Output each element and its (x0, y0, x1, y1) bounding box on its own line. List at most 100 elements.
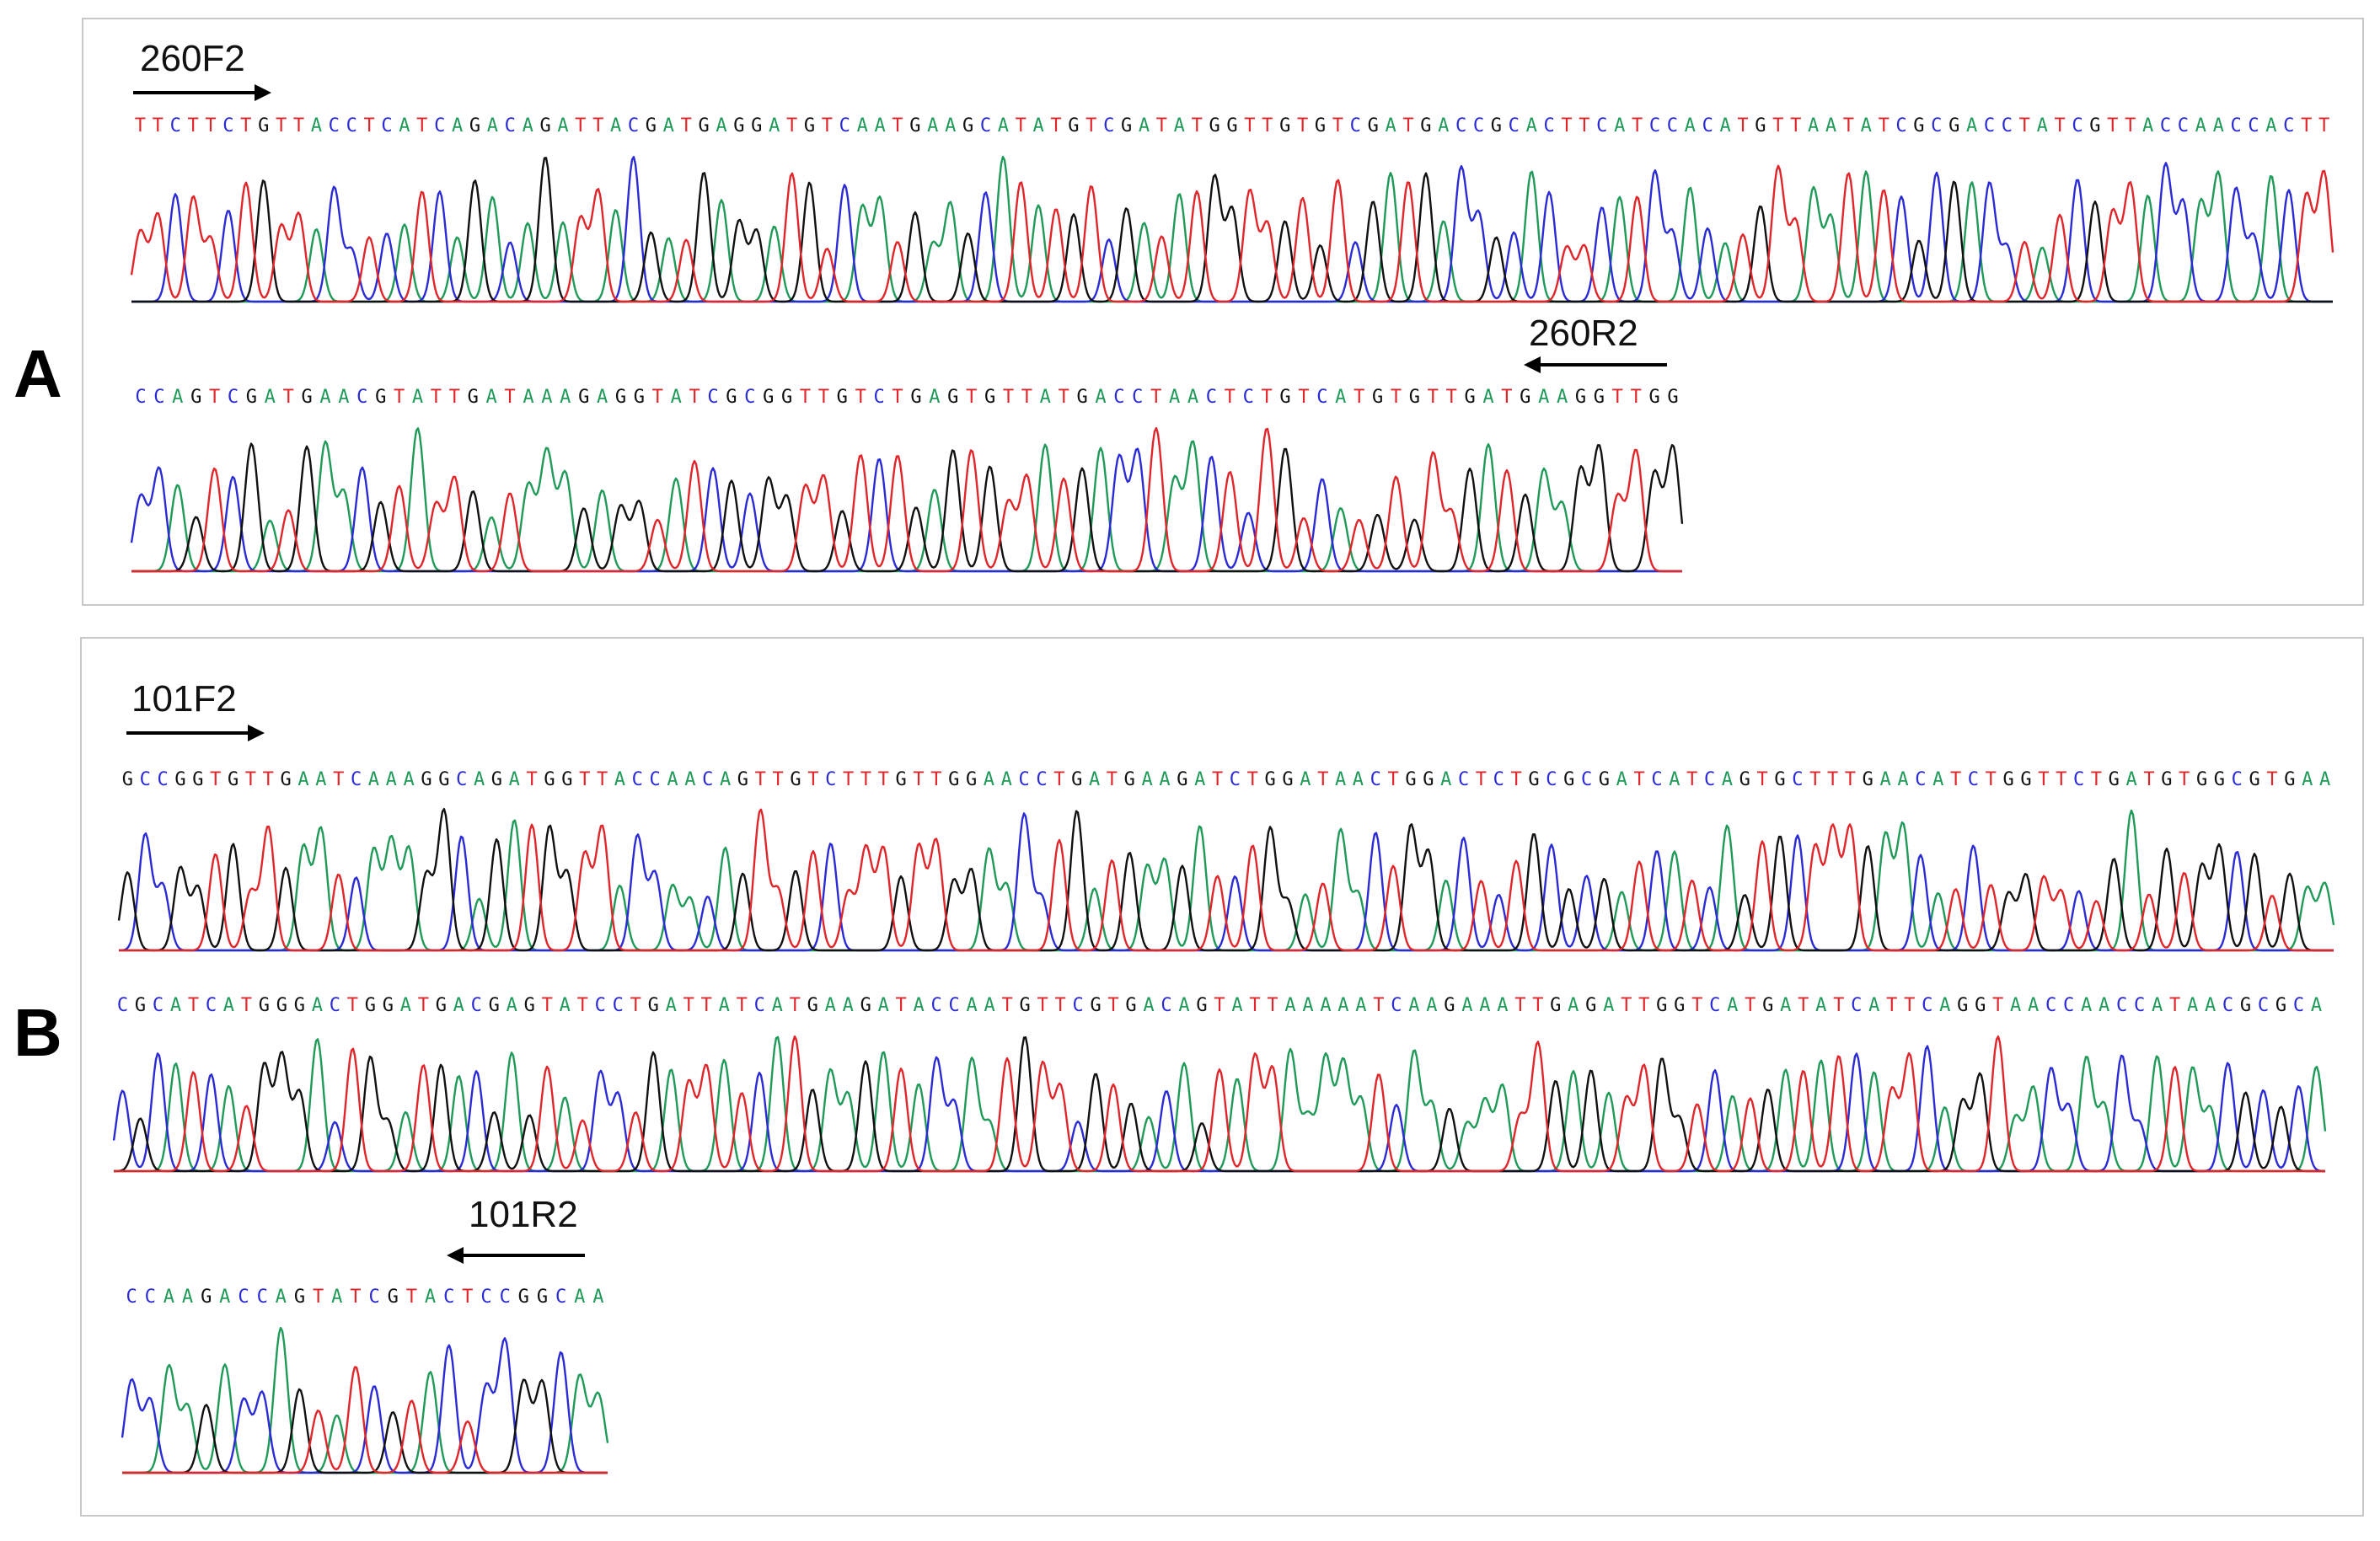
base-call: T (350, 1287, 361, 1308)
base-call: T (930, 769, 941, 790)
base-call: G (1648, 387, 1659, 408)
base-call: A (1727, 995, 1738, 1016)
base-call: A (1231, 995, 1242, 1016)
base-call: A (1722, 769, 1733, 790)
reverse-arrow-icon (447, 1247, 585, 1264)
base-call: C (2178, 115, 2189, 136)
base-call: T (1353, 387, 1364, 408)
base-call: G (1464, 387, 1475, 408)
base-call: T (1021, 387, 1032, 408)
base-call: T (597, 769, 608, 790)
base-call: C (381, 115, 392, 136)
base-call: T (579, 769, 590, 790)
base-call: T (772, 769, 783, 790)
base-call: G (1575, 387, 1586, 408)
base-call: C (1792, 769, 1803, 790)
base-call: G (1550, 995, 1561, 1016)
base-call: T (1756, 769, 1767, 790)
base-call: G (634, 387, 645, 408)
base-call: G (301, 387, 312, 408)
base-call: A (719, 995, 730, 1016)
panel-b-letter: B (13, 995, 62, 1070)
base-call: C (368, 1287, 379, 1308)
base-call: T (1244, 115, 1255, 136)
base-call: T (1054, 995, 1065, 1016)
base-call: T (2054, 115, 2065, 136)
base-call: T (2056, 769, 2066, 790)
base-call: C (613, 995, 624, 1016)
base-call: A (487, 115, 498, 136)
base-call: G (1975, 995, 1986, 1016)
base-call: A (1355, 995, 1366, 1016)
base-call: G (280, 769, 291, 790)
base-call: A (386, 769, 397, 790)
base-call: C (1915, 769, 1926, 790)
base-call: A (1139, 115, 1150, 136)
base-call: T (2169, 995, 2180, 1016)
base-call: T (1428, 387, 1439, 408)
base-call: T (542, 995, 553, 1016)
base-call: C (1509, 115, 1520, 136)
trace-c (131, 156, 2333, 303)
base-call: C (1895, 115, 1906, 136)
base-call: T (135, 115, 146, 136)
base-call: A (453, 995, 464, 1016)
base-call: C (948, 995, 959, 1016)
base-call: T (1514, 995, 1525, 1016)
base-call: G (1594, 387, 1605, 408)
base-call: T (449, 387, 460, 408)
base-call: A (1169, 387, 1180, 408)
base-call: T (1561, 115, 1572, 136)
base-call: T (1332, 115, 1343, 136)
base-call: G (539, 115, 550, 136)
base-call: C (222, 115, 233, 136)
base-call: G (201, 1287, 212, 1308)
base-call: G (468, 387, 479, 408)
base-call: G (804, 115, 815, 136)
base-call: C (500, 1287, 511, 1308)
base-call: G (2284, 769, 2295, 790)
base-call: T (1612, 387, 1623, 408)
base-call: G (135, 995, 146, 1016)
base-call: T (1225, 387, 1236, 408)
base-call: A (170, 995, 181, 1016)
base-call: T (966, 387, 977, 408)
base-call: A (1808, 115, 1819, 136)
base-call: G (895, 769, 906, 790)
base-call: C (1206, 387, 1217, 408)
base-call: C (1391, 995, 1402, 1016)
base-call: A (1815, 995, 1826, 1016)
base-call: A (1159, 769, 1170, 790)
base-call: G (518, 1287, 529, 1308)
base-call: A (2319, 769, 2330, 790)
base-call: A (1440, 769, 1451, 790)
base-call: A (574, 1287, 585, 1308)
base-call: C (135, 387, 146, 408)
base-call: G (1071, 769, 1082, 790)
base-call: T (1059, 387, 1069, 408)
base-call: A (1897, 769, 1908, 790)
base-call: C (595, 995, 606, 1016)
base-call: A (1482, 387, 1493, 408)
base-call: T (418, 995, 429, 1016)
base-call: A (507, 995, 517, 1016)
base-call: T (652, 387, 663, 408)
base-call: G (1368, 115, 1379, 136)
base-call: T (786, 115, 797, 136)
base-call: G (1279, 115, 1290, 136)
base-call: T (1373, 995, 1384, 1016)
base-call: T (1845, 769, 1856, 790)
base-call: G (1196, 995, 1207, 1016)
base-call: C (1651, 769, 1662, 790)
base-call: G (962, 115, 973, 136)
base-call: A (2081, 995, 2092, 1016)
base-call: G (1279, 387, 1290, 408)
forward-arrow-icon (126, 725, 265, 741)
base-call: A (1194, 769, 1205, 790)
base-call: T (1016, 115, 1027, 136)
base-call: C (1473, 115, 1484, 136)
base-call: T (406, 1287, 417, 1308)
base-call: A (2205, 995, 2216, 1016)
base-call: A (1780, 995, 1791, 1016)
